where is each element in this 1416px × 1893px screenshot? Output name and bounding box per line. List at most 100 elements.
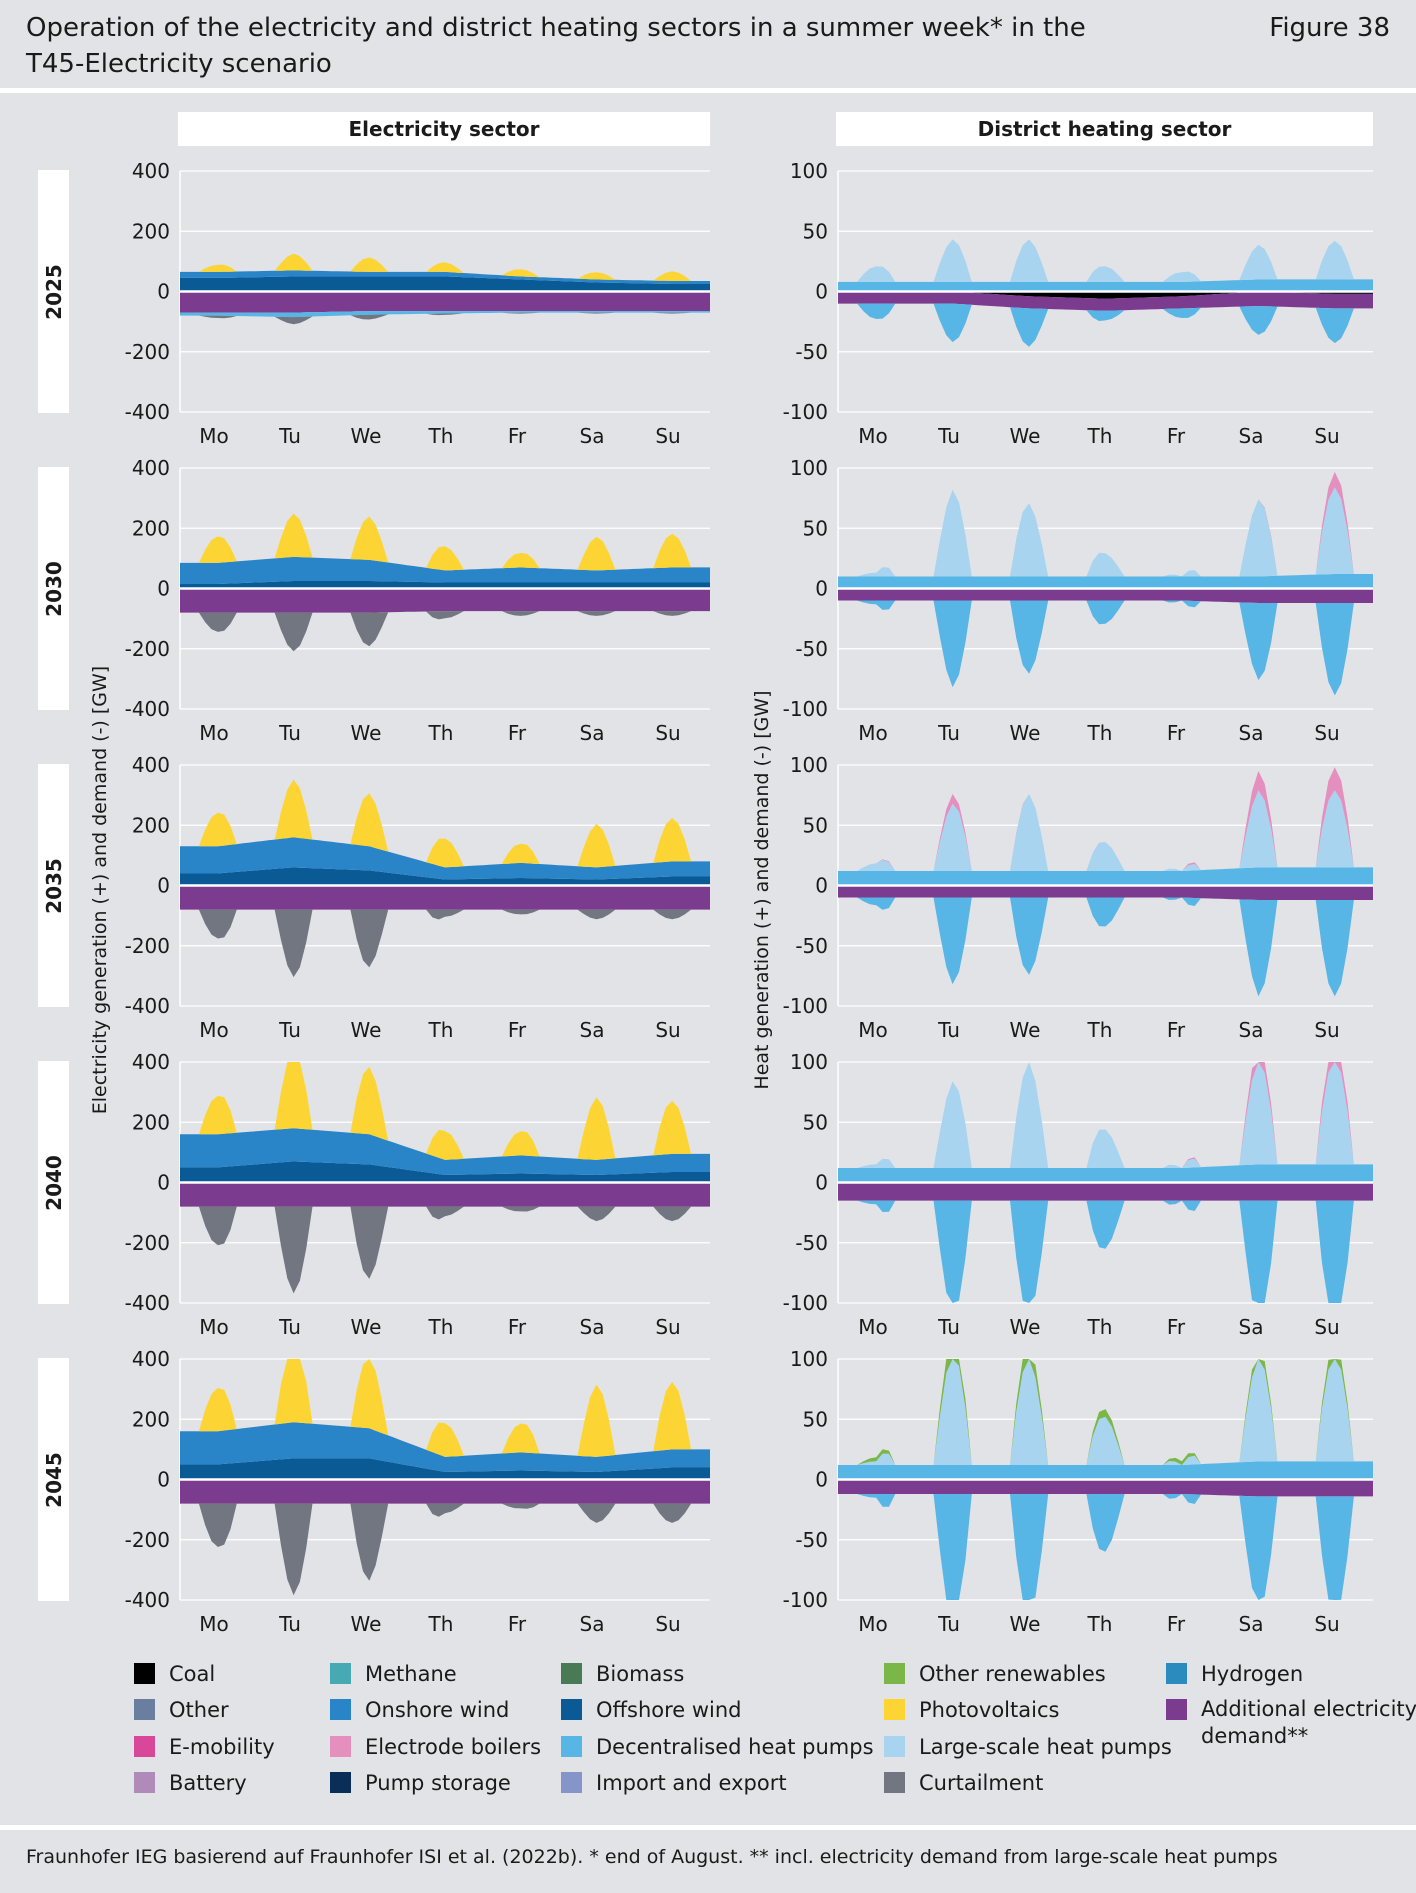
year-label-box: 2045 [38,1358,69,1601]
legend-label: Coal [169,1662,216,1686]
legend-label: Photovoltaics [919,1698,1060,1722]
legend-swatch [1166,1663,1187,1684]
legend-item: Pump storage [330,1769,511,1799]
footer-rule [0,1825,1416,1830]
legend-swatch [134,1772,155,1793]
x-tick-label-th: Th [428,721,454,745]
x-tick-label-tu: Tu [278,1315,301,1339]
chart-grid: 400 200 0 -200 -400 Mo Tu We Th Fr Sa Su 100 50 0 -50 -1… [125,159,1373,1636]
area-large-scale-heat-pumps [838,1359,1373,1465]
area-decentralised-heat-pumps-demand [838,1494,1373,1600]
y-tick-label: 0 [157,1171,170,1195]
source-note: Fraunhofer IEG basierend auf Fraunhofer … [26,1846,1278,1868]
legend-label: Onshore wind [365,1698,510,1722]
x-tick-label-tu: Tu [278,1018,301,1042]
x-tick-label-tu: Tu [937,1612,960,1636]
y-tick-label: 400 [132,753,170,777]
area-photovoltaics [180,1359,710,1457]
y-tick-label: -400 [125,697,170,721]
legend-item: E-mobility [134,1733,275,1763]
area-decentralised-heat-pumps [838,1461,1373,1480]
legend-item: Additional electricity demand** [1166,1696,1416,1748]
y-tick-label: 0 [815,874,828,898]
x-tick-label-fr: Fr [508,1315,527,1339]
x-tick-label-sa: Sa [1239,424,1264,448]
legend-swatch [561,1699,582,1720]
legend-item: Hydrogen [1166,1660,1303,1690]
area-onshore-wind [180,1128,710,1175]
figure-title: Operation of the electricity and distric… [26,13,1086,79]
x-tick-label-we: We [351,424,382,448]
electricity-chart-2040: 400 200 0 -200 -400 Mo Tu We Th Fr Sa Su [125,1050,710,1339]
x-tick-label-fr: Fr [508,721,527,745]
x-tick-label-su: Su [1314,1018,1339,1042]
x-tick-label-tu: Tu [937,424,960,448]
y-tick-label: 0 [157,1468,170,1492]
legend-swatch [330,1699,351,1720]
legend-swatch [330,1772,351,1793]
x-tick-label-su: Su [655,424,680,448]
legend-label: Offshore wind [596,1698,742,1722]
area-offshore-wind [180,581,710,589]
electricity-chart-2030: 400 200 0 -200 -400 Mo Tu We Th Fr Sa Su [125,456,710,745]
x-tick-label-tu: Tu [278,721,301,745]
y-tick-label: -100 [783,400,828,424]
y-tick-label: 100 [790,456,828,480]
x-tick-label-sa: Sa [580,1018,605,1042]
legend-label: Decentralised heat pumps [596,1735,874,1759]
area-photovoltaics [180,779,710,868]
electricity-chart-2025: 400 200 0 -200 -400 Mo Tu We Th Fr Sa Su [125,159,710,448]
x-tick-label-tu: Tu [278,1612,301,1636]
x-tick-label-mo: Mo [858,721,888,745]
y-tick-label: -50 [795,340,828,364]
x-tick-label-fr: Fr [508,1612,527,1636]
legend-label: Large-scale heat pumps [919,1735,1172,1759]
area-additional-electricity-demand [838,885,1373,900]
heating-chart-2030: 100 50 0 -50 -100 Mo Tu We Th Fr Sa Su [783,456,1373,745]
y-tick-label: -100 [783,994,828,1018]
x-tick-label-th: Th [428,1018,454,1042]
area-decentralised-heat-pumps-demand [838,1200,1373,1303]
legend-item: Decentralised heat pumps [561,1733,874,1763]
area-onshore-wind [180,1422,710,1472]
y-tick-label: -400 [125,400,170,424]
x-tick-label-sa: Sa [580,424,605,448]
area-decentralised-heat-pumps-demand [838,600,1373,696]
x-tick-label-fr: Fr [508,424,527,448]
y-tick-label: -50 [795,1231,828,1255]
y-tick-label: 200 [132,516,170,540]
y-tick-label: 0 [815,1171,828,1195]
header-rule [0,88,1416,93]
legend-item: Photovoltaics [884,1696,1059,1726]
x-tick-label-tu: Tu [937,1018,960,1042]
y-tick-label: 100 [790,159,828,183]
y-tick-label: -50 [795,637,828,661]
legend-item: Import and export [561,1769,787,1799]
y-tick-label: -400 [125,1291,170,1315]
y-tick-label: -100 [783,1588,828,1612]
x-tick-label-su: Su [655,1018,680,1042]
x-tick-label-su: Su [1314,1612,1339,1636]
area-decentralised-heat-pumps-demand [838,897,1373,997]
y-tick-label: 0 [157,280,170,304]
x-tick-label-su: Su [1314,721,1339,745]
electricity-panel-title: Electricity sector [178,112,710,146]
y-tick-label: 100 [790,753,828,777]
legend-swatch [884,1699,905,1720]
area-photovoltaics [180,253,710,281]
area-curtailment [180,909,710,978]
x-tick-label-mo: Mo [858,1612,888,1636]
x-tick-label-th: Th [1087,1612,1113,1636]
legend-item: Other renewables [884,1660,1106,1690]
legend-item: Electrode boilers [330,1733,541,1763]
legend-swatch [330,1736,351,1757]
legend-swatch [134,1699,155,1720]
legend-label: Methane [365,1662,457,1686]
x-tick-label-su: Su [655,1612,680,1636]
area-additional-electricity-demand [180,885,710,910]
y-tick-label: 50 [803,813,828,837]
legend-item: Coal [134,1660,215,1690]
x-tick-label-we: We [1010,721,1041,745]
x-tick-label-sa: Sa [1239,1612,1264,1636]
legend-item: Methane [330,1660,457,1690]
